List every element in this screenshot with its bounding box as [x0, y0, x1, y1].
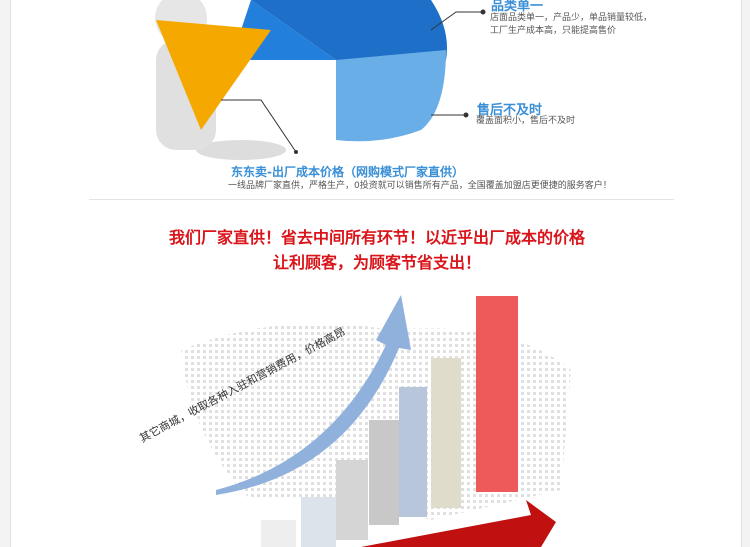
- pie-chart-illustration: [155, 0, 461, 160]
- growth-arrow-red: [361, 500, 556, 547]
- callout-1-line-1: 店面品类单一，产品少，单品销量较低，: [490, 13, 653, 23]
- callout-lines: [431, 9, 486, 118]
- callout-1-line-2: 工厂生产成本高，只能提高售价: [490, 26, 617, 36]
- bar: [369, 420, 399, 525]
- pie-slice-light: [336, 50, 446, 142]
- headline: 东东卖-出厂成本价格（网购模式厂家直供）: [231, 165, 464, 179]
- slogan-line-2: 让利顾客，为顾客节省支出！: [272, 253, 481, 272]
- figure-shadow: [196, 140, 286, 160]
- bar: [336, 460, 368, 540]
- divider: [89, 199, 674, 200]
- bar: [261, 520, 296, 547]
- bar: [431, 358, 461, 508]
- subline: 一线品牌厂家直供，严格生产，0投资就可以销售所有产品，全国覆盖加盟店更便捷的服务…: [228, 181, 612, 191]
- pie-slice-orange: [156, 20, 271, 130]
- pie-slice-dark: [251, 0, 447, 60]
- bar-red: [476, 296, 518, 492]
- callout-1-title: 品类单一: [491, 0, 544, 14]
- callout-2-line: 覆盖面积小，售后不及时: [476, 116, 576, 126]
- page-frame: 品类单一 店面品类单一，产品少，单品销量较低， 工厂生产成本高，只能提高售价 售…: [10, 0, 742, 547]
- callout-2-title: 售后不及时: [477, 103, 543, 118]
- growth-illustration: [181, 295, 571, 547]
- bar: [301, 497, 336, 547]
- bar: [399, 387, 427, 517]
- growth-arrow-blue: [216, 295, 411, 495]
- slogan-line-1: 我们厂家直供！省去中间所有环节！以近乎出厂成本的价格: [168, 228, 585, 247]
- callout-line-3: [221, 99, 297, 153]
